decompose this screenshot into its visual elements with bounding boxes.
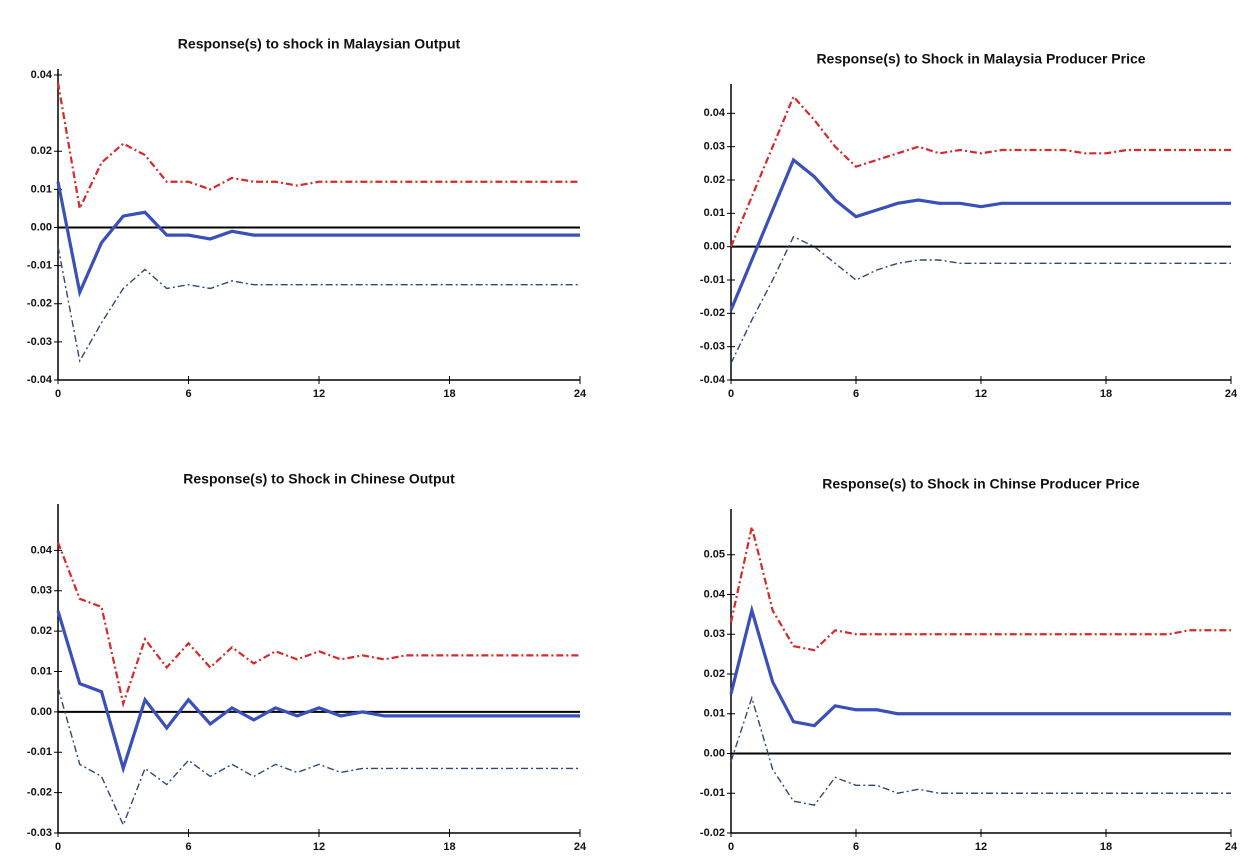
x-tick-label: 18 [1100,841,1112,853]
y-tick-label: 0.00 [704,241,725,253]
series-line [730,695,1231,806]
y-tick-label: -0.02 [27,787,52,799]
x-tick-label: 18 [443,841,455,853]
x-tick-label: 0 [728,388,734,400]
x-tick-label: 12 [975,841,987,853]
y-tick-label: 0.02 [704,668,725,680]
y-tick-label: -0.03 [27,827,52,839]
y-tick-label: 0.01 [704,708,725,720]
x-tick-label: 6 [185,841,191,853]
y-tick-label: 0.04 [31,69,53,81]
x-tick-label: 6 [185,388,191,400]
y-tick-label: 0.00 [31,221,52,233]
x-tick-label: 12 [313,388,325,400]
chart-panel: Response(s) to Shock in Chinse Producer … [700,476,1238,853]
y-tick-label: -0.03 [27,336,52,348]
y-tick-label: 0.04 [31,544,53,556]
chart-title: Response(s) to shock in Malaysian Output [178,36,461,52]
x-tick-label: 6 [853,841,859,853]
x-tick-label: 24 [1225,841,1238,853]
y-tick-label: 0.00 [704,747,725,759]
y-tick-label: 0.02 [31,625,52,637]
series-line [730,235,1231,364]
y-tick-label: 0.03 [704,141,725,153]
series-line [56,610,580,774]
x-tick-label: 12 [975,388,987,400]
series-line [56,181,580,298]
x-tick-label: 6 [853,388,859,400]
y-tick-label: 0.04 [704,107,726,119]
series-line [56,82,580,213]
y-tick-label: -0.01 [700,787,725,799]
series-line [56,541,580,708]
y-tick-label: -0.04 [27,374,53,386]
y-tick-label: 0.03 [704,628,725,640]
y-tick-label: -0.03 [700,341,725,353]
y-tick-label: -0.02 [700,307,725,319]
y-tick-label: -0.02 [27,298,52,310]
series-line [729,94,1231,248]
y-tick-label: -0.01 [27,260,52,272]
x-tick-label: 0 [728,841,734,853]
y-tick-label: 0.05 [704,549,725,561]
y-tick-label: -0.04 [700,374,726,386]
x-tick-label: 12 [313,841,325,853]
x-tick-label: 18 [1100,388,1112,400]
y-tick-label: 0.00 [31,706,52,718]
chart-title: Response(s) to Shock in Malaysia Produce… [816,51,1145,67]
x-tick-label: 18 [443,388,455,400]
y-tick-label: 0.04 [704,588,726,600]
chart-title: Response(s) to Shock in Chinese Output [183,471,455,487]
x-tick-label: 0 [55,841,61,853]
y-tick-label: 0.01 [31,183,52,195]
series-line [729,157,1231,311]
series-line [729,604,1231,728]
chart-panel: Response(s) to Shock in Malaysia Produce… [700,51,1238,400]
y-tick-label: 0.02 [704,174,725,186]
chart-title: Response(s) to Shock in Chinse Producer … [822,476,1140,492]
chart-panel: Response(s) to shock in Malaysian Output… [27,36,587,400]
y-tick-label: 0.01 [31,665,52,677]
y-tick-label: -0.01 [27,746,52,758]
chart-panel: Response(s) to Shock in Chinese Output -0… [27,471,587,853]
series-line [729,526,1231,652]
x-tick-label: 24 [574,841,587,853]
y-tick-label: -0.01 [700,274,725,286]
x-tick-label: 24 [1225,388,1238,400]
x-tick-label: 24 [574,388,587,400]
series-line [57,246,580,363]
y-tick-label: 0.02 [31,145,52,157]
y-tick-label: 0.01 [704,207,725,219]
x-tick-label: 0 [55,388,61,400]
series-line [57,687,580,827]
y-tick-label: -0.02 [700,827,725,839]
y-tick-label: 0.03 [31,585,52,597]
